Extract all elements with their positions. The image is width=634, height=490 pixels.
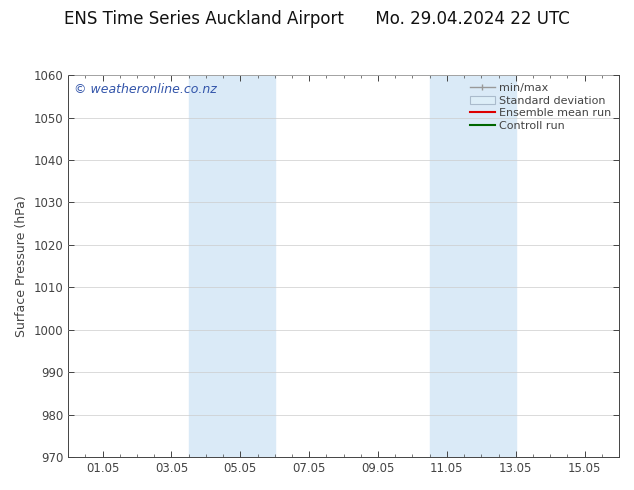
Text: © weatheronline.co.nz: © weatheronline.co.nz (74, 83, 216, 96)
Text: ENS Time Series Auckland Airport      Mo. 29.04.2024 22 UTC: ENS Time Series Auckland Airport Mo. 29.… (64, 10, 570, 28)
Bar (189, 75, 275, 457)
Bar (430, 75, 515, 457)
Legend: min/max, Standard deviation, Ensemble mean run, Controll run: min/max, Standard deviation, Ensemble me… (465, 78, 616, 136)
Y-axis label: Surface Pressure (hPa): Surface Pressure (hPa) (15, 195, 28, 337)
